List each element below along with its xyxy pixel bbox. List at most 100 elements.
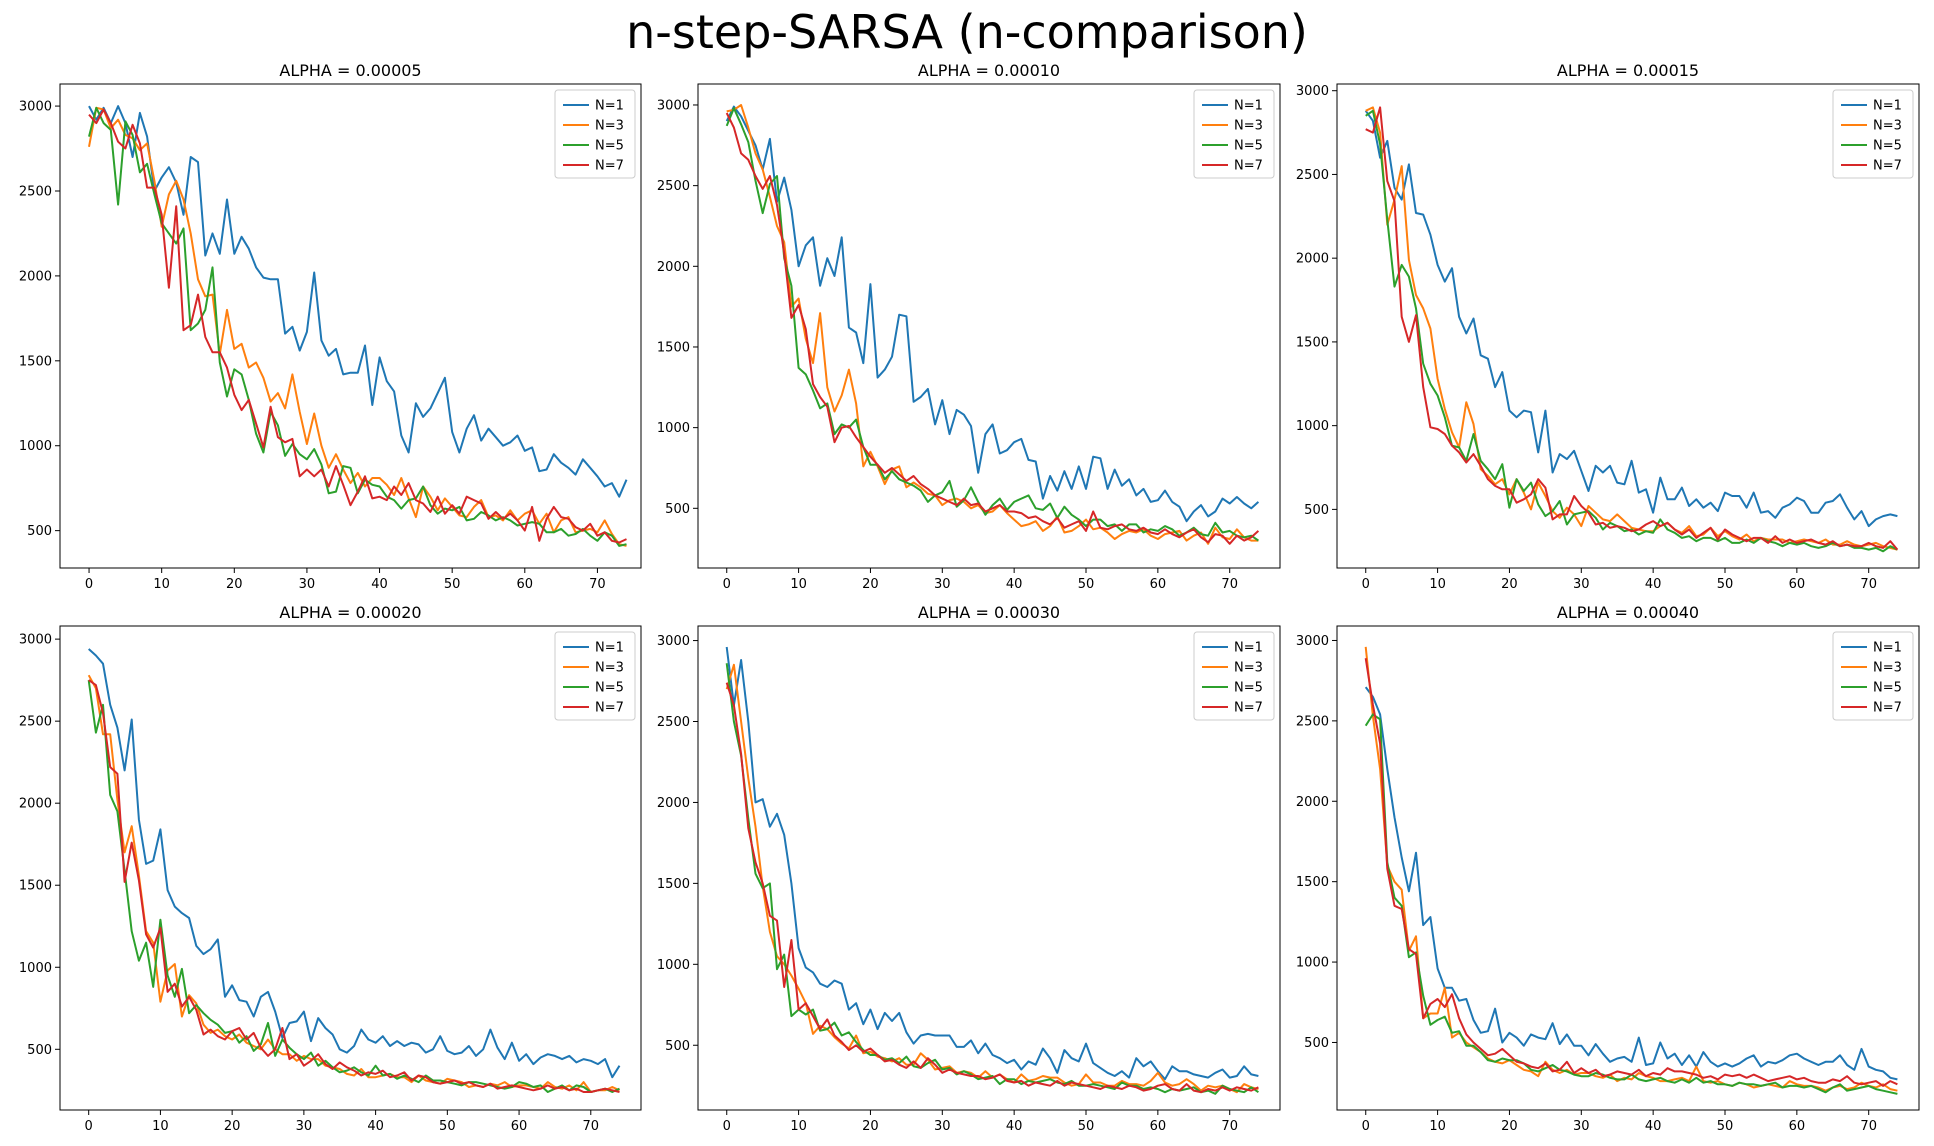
legend-label: N=7 [595, 159, 624, 174]
x-tick-label: 0 [1362, 1119, 1370, 1134]
y-tick-label: 500 [27, 524, 52, 539]
legend-label: N=1 [595, 641, 624, 656]
subplot-1: ALPHA = 0.00005 0 10 20 30 40 50 60 70 500 1000 150… [19, 61, 642, 592]
x-tick-label: 70 [583, 1119, 600, 1134]
y-tick-label: 2000 [19, 797, 52, 812]
legend: N=1 N=3 N=5 N=7 [554, 89, 636, 179]
series-line-n7 [725, 112, 1260, 545]
y-tick-label: 1000 [657, 421, 690, 436]
series-line-n1 [725, 646, 1259, 1081]
y-tick-label: 1500 [19, 879, 52, 894]
x-tick-label: 10 [790, 577, 807, 592]
x-tick-label: 50 [439, 1119, 456, 1134]
y-tick-label: 500 [1304, 1036, 1329, 1051]
legend-label: N=7 [1873, 701, 1902, 716]
axes-frame [59, 83, 642, 569]
x-tick-label: 70 [1221, 577, 1238, 592]
y-tick-label: 1000 [19, 439, 52, 454]
x-tick-label: 0 [1362, 577, 1370, 592]
series-line-n7 [88, 679, 620, 1093]
subplot-3: ALPHA = 0.00015 0 10 20 30 40 50 60 70 500 1000 150… [1296, 61, 1920, 592]
y-tick-label: 2000 [657, 796, 690, 811]
legend-label: N=1 [1873, 99, 1902, 114]
x-tick-label: 10 [790, 1119, 807, 1134]
x-tick-label: 60 [517, 577, 534, 592]
legend-label: N=5 [595, 681, 624, 696]
x-tick-label: 30 [1573, 1119, 1590, 1134]
legend-label: N=7 [1234, 701, 1263, 716]
x-tick-label: 10 [1429, 577, 1446, 592]
x-tick-label: 70 [1860, 577, 1877, 592]
y-tick-label: 1000 [1296, 956, 1329, 971]
x-tick-label: 20 [1501, 577, 1518, 592]
x-tick-label: 30 [934, 577, 951, 592]
legend: N=1 N=3 N=5 N=7 [1832, 631, 1914, 721]
x-tick-label: 30 [934, 1119, 951, 1134]
legend: N=1 N=3 N=5 N=7 [1193, 89, 1275, 179]
y-tick-label: 500 [665, 1039, 690, 1054]
legend-box [554, 89, 636, 179]
x-tick-label: 20 [224, 1119, 241, 1134]
subplot-title: ALPHA = 0.00020 [279, 603, 421, 622]
x-tick-label: 0 [723, 1119, 731, 1134]
x-tick-label: 10 [153, 577, 170, 592]
series-line-n7 [88, 108, 627, 544]
series-line-n5 [1364, 713, 1898, 1095]
x-tick-label: 20 [862, 1119, 879, 1134]
legend-label: N=5 [1873, 139, 1902, 154]
series-line-n7 [725, 682, 1259, 1094]
legend-label: N=3 [1873, 661, 1902, 676]
legend-label: N=5 [1234, 681, 1263, 696]
legend-label: N=5 [1873, 681, 1902, 696]
legend-label: N=5 [595, 139, 624, 154]
subplot-2: ALPHA = 0.00010 0 10 20 30 40 50 60 70 500 1000 150… [657, 61, 1281, 592]
x-tick-label: 50 [444, 577, 461, 592]
y-tick-label: 1500 [657, 877, 690, 892]
x-tick-label: 50 [1717, 1119, 1734, 1134]
x-tick-label: 60 [1789, 1119, 1806, 1134]
x-tick-label: 60 [511, 1119, 528, 1134]
x-tick-label: 30 [1573, 577, 1590, 592]
series-line-n1 [1364, 110, 1898, 528]
y-tick-label: 2000 [19, 269, 52, 284]
x-tick-label: 40 [1006, 1119, 1023, 1134]
x-tick-label: 70 [1860, 1119, 1877, 1134]
subplot-title: ALPHA = 0.00010 [918, 61, 1060, 80]
axes-frame [697, 625, 1281, 1111]
legend-box [554, 631, 636, 721]
series-line-n1 [1364, 686, 1898, 1081]
x-tick-label: 30 [299, 577, 316, 592]
series-line-n7 [1364, 658, 1898, 1087]
x-tick-label: 60 [1789, 577, 1806, 592]
y-tick-label: 2000 [657, 260, 690, 275]
legend-label: N=3 [595, 119, 624, 134]
y-tick-label: 3000 [1296, 634, 1329, 649]
legend-box [1832, 631, 1914, 721]
x-tick-label: 20 [862, 577, 879, 592]
legend-label: N=1 [1234, 99, 1263, 114]
x-tick-label: 10 [1429, 1119, 1446, 1134]
x-tick-label: 40 [1645, 1119, 1662, 1134]
series-line-n5 [87, 679, 620, 1093]
series-line-n3 [1364, 646, 1898, 1092]
axes-frame [59, 625, 642, 1111]
y-tick-label: 1500 [1296, 335, 1329, 350]
y-tick-label: 3000 [19, 633, 52, 648]
axes-frame [697, 83, 1281, 569]
series-line-n3 [725, 663, 1259, 1094]
x-tick-label: 40 [371, 577, 388, 592]
legend-box [1193, 631, 1275, 721]
series-line-n1 [88, 648, 621, 1079]
y-tick-label: 2000 [1296, 252, 1329, 267]
y-tick-label: 3000 [1296, 84, 1329, 99]
legend: N=1 N=3 N=5 N=7 [554, 631, 636, 721]
y-tick-label: 1500 [1296, 875, 1329, 890]
series-line-n3 [726, 104, 1259, 545]
x-tick-label: 70 [589, 577, 606, 592]
legend-label: N=3 [1873, 119, 1902, 134]
y-tick-label: 2000 [1296, 795, 1329, 810]
y-tick-label: 2500 [657, 179, 690, 194]
series-line-n1 [88, 105, 628, 498]
legend-label: N=5 [1234, 139, 1263, 154]
